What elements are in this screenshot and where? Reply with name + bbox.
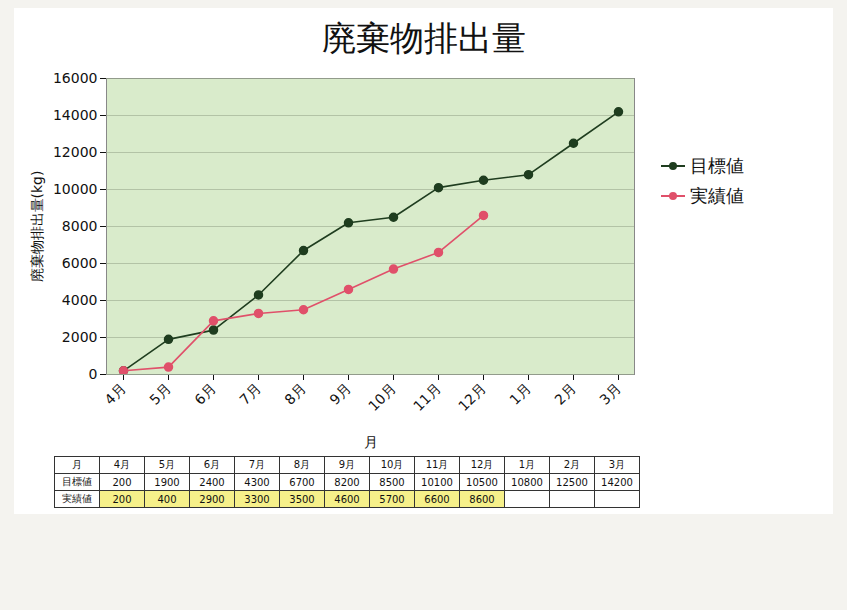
svg-text:11月: 11月 [410, 380, 444, 414]
svg-text:8月: 8月 [281, 380, 309, 408]
html-text:7月: 7月 [248, 459, 266, 470]
html-text:3月: 3月 [608, 459, 626, 470]
svg-text:4月: 4月 [101, 380, 129, 408]
html-text:2900: 2900 [199, 493, 225, 505]
html-text:200: 200 [112, 476, 132, 488]
html-text:12月: 12月 [470, 459, 494, 470]
svg-text:9月: 9月 [326, 380, 354, 408]
html-text:4月: 4月 [113, 459, 131, 470]
html-text:10800: 10800 [511, 476, 543, 488]
html-text:10100: 10100 [421, 476, 453, 488]
html-text:400: 400 [157, 493, 177, 505]
html-text:9月: 9月 [338, 459, 356, 470]
html-text:200: 200 [112, 493, 132, 505]
html-text:2400: 2400 [199, 476, 225, 488]
html-text:6月: 6月 [203, 459, 221, 470]
html-text:6600: 6600 [424, 493, 450, 505]
html-text:4300: 4300 [244, 476, 270, 488]
svg-text:5月: 5月 [146, 380, 174, 408]
svg-text:16000: 16000 [53, 70, 98, 86]
svg-text:14000: 14000 [53, 107, 98, 123]
svg-text:4000: 4000 [62, 292, 98, 308]
svg-text:1月: 1月 [506, 380, 534, 408]
svg-text:月: 月 [364, 434, 378, 450]
html-text:目標値: 目標値 [62, 476, 92, 487]
html-text:8600: 8600 [469, 493, 495, 505]
html-text:10500: 10500 [466, 476, 498, 488]
svg-text:0: 0 [89, 366, 98, 382]
svg-text:7月: 7月 [236, 380, 264, 408]
svg-text:3月: 3月 [596, 380, 624, 408]
html-text:8200: 8200 [334, 476, 360, 488]
html-text:3500: 3500 [289, 493, 315, 505]
svg-text:6000: 6000 [62, 255, 98, 271]
html-text:8月: 8月 [293, 459, 311, 470]
svg-text:2月: 2月 [551, 380, 579, 408]
html-text:廃棄物排出量: 廃棄物排出量 [321, 18, 526, 58]
html-text:実績値: 実績値 [690, 185, 744, 206]
svg-text:12月: 12月 [455, 380, 489, 414]
svg-text:10月: 10月 [365, 380, 399, 414]
html-text:10月: 10月 [380, 459, 404, 470]
svg-text:2000: 2000 [62, 329, 98, 345]
html-text:3300: 3300 [244, 493, 270, 505]
html-text:5700: 5700 [379, 493, 405, 505]
html-text:月: 月 [72, 459, 82, 470]
html-text:1月: 1月 [518, 459, 536, 470]
svg-text:12000: 12000 [53, 144, 98, 160]
svg-text:廃棄物排出量(kg): 廃棄物排出量(kg) [29, 171, 45, 283]
svg-text:6月: 6月 [191, 380, 219, 408]
html-text:2月: 2月 [563, 459, 581, 470]
html-text:11月: 11月 [425, 459, 449, 470]
svg-text:10000: 10000 [53, 181, 98, 197]
html-text:実績値: 実績値 [62, 493, 92, 504]
html-text:目標値: 目標値 [690, 155, 744, 176]
html-text:4600: 4600 [334, 493, 360, 505]
html-text:1900: 1900 [154, 476, 180, 488]
html-text:12500: 12500 [556, 476, 588, 488]
html-text:6700: 6700 [289, 476, 315, 488]
html-text:5月: 5月 [158, 459, 176, 470]
html-text:14200: 14200 [601, 476, 633, 488]
html-text:8500: 8500 [379, 476, 405, 488]
svg-text:8000: 8000 [62, 218, 98, 234]
